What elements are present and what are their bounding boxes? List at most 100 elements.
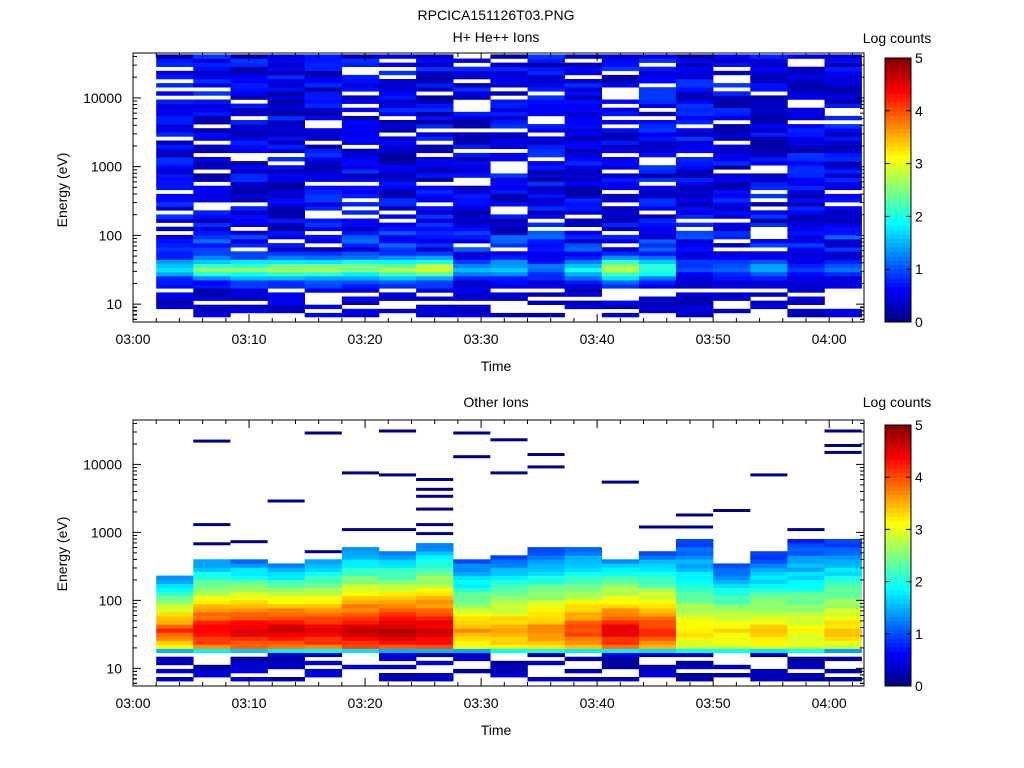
heatmap-cell: [713, 280, 751, 285]
heatmap-cell: [379, 616, 417, 621]
heatmap-cell: [787, 157, 825, 162]
heatmap-cell: [824, 103, 862, 108]
heatmap-cell: [156, 120, 194, 125]
heatmap-cell: [750, 95, 788, 100]
heatmap-cell: [267, 144, 305, 149]
heatmap-cell: [416, 107, 454, 113]
heatmap-cell: [638, 608, 677, 613]
heatmap-cell: [824, 575, 862, 580]
heatmap-cell: [676, 62, 714, 67]
heatmap-cell: [230, 79, 268, 84]
heatmap-cell: [341, 177, 380, 182]
heatmap-cell: [750, 157, 788, 162]
heatmap-cell: [490, 79, 528, 84]
heatmap-cell: [379, 120, 417, 125]
heatmap-cell: [193, 263, 231, 269]
heatmap-cell: [601, 181, 640, 186]
heatmap-cell: [638, 74, 677, 80]
colorbar-segment: [885, 269, 911, 275]
heatmap-cell: [787, 591, 825, 597]
heatmap-cell: [379, 214, 417, 219]
heatmap-cell: [453, 656, 491, 662]
heatmap-cell: [676, 292, 714, 297]
heatmap-cell: [379, 624, 417, 629]
heatmap-cell: [564, 132, 602, 137]
heatmap-cell: [341, 99, 380, 104]
heatmap-cell: [490, 83, 528, 88]
heatmap-cell: [601, 214, 640, 219]
heatmap-cell: [416, 234, 454, 240]
heatmap-cell: [230, 288, 268, 293]
heatmap-cell: [638, 54, 677, 59]
heatmap-cell: [713, 226, 751, 232]
heatmap-cell: [601, 140, 640, 145]
heatmap-cell: [379, 567, 417, 572]
heatmap-cell: [416, 591, 454, 597]
heatmap-line: [416, 523, 454, 527]
heatmap-cell: [638, 124, 677, 129]
heatmap-cell: [601, 62, 640, 67]
heatmap-cell: [824, 214, 862, 219]
heatmap-cell: [713, 128, 751, 133]
heatmap-cell: [341, 276, 380, 281]
heatmap-cell: [527, 567, 565, 572]
heatmap-cell: [416, 644, 454, 649]
heatmap-cell: [341, 234, 380, 240]
heatmap-cell: [638, 165, 677, 170]
heatmap-cell: [787, 115, 825, 121]
heatmap-cell: [676, 308, 714, 314]
heatmap-cell: [713, 271, 751, 277]
colorbar-segment: [885, 612, 911, 617]
heatmap-cell: [638, 247, 677, 252]
heatmap-cell: [267, 83, 305, 88]
heatmap-cell: [341, 95, 380, 100]
heatmap-cell: [267, 656, 305, 662]
heatmap-cell: [564, 636, 602, 641]
heatmap-cell: [787, 644, 825, 649]
heatmap-cell: [416, 111, 454, 117]
heatmap-cell: [490, 267, 528, 273]
heatmap-cell: [676, 58, 714, 63]
heatmap-cell: [304, 632, 343, 637]
heatmap-cell: [676, 54, 714, 59]
heatmap-cell: [341, 644, 380, 649]
heatmap-cell: [750, 599, 788, 605]
heatmap-cell: [379, 124, 417, 129]
heatmap-cell: [750, 239, 788, 244]
heatmap-cell: [379, 292, 417, 297]
heatmap-cell: [341, 591, 380, 597]
heatmap-cell: [379, 284, 417, 289]
heatmap-cell: [156, 271, 194, 277]
heatmap-cell: [416, 276, 454, 281]
heatmap-cell: [490, 222, 528, 227]
heatmap-cell: [416, 263, 454, 269]
heatmap-cell: [601, 656, 640, 662]
heatmap-cell: [750, 152, 788, 158]
heatmap-cell: [676, 579, 714, 584]
heatmap-cell: [267, 103, 305, 108]
heatmap-cell: [601, 132, 640, 137]
colorbar-segment: [885, 141, 911, 147]
heatmap-cell: [453, 579, 491, 584]
heatmap-cell: [193, 636, 231, 641]
heatmap-cell: [453, 169, 491, 174]
heatmap-cell: [304, 263, 343, 269]
heatmap-cell: [379, 296, 417, 301]
heatmap-cell: [490, 583, 528, 589]
heatmap-cell: [193, 648, 231, 653]
heatmap-cell: [267, 124, 305, 129]
colorbar-segment: [885, 533, 911, 539]
heatmap-cell: [267, 620, 305, 625]
heatmap-cell: [527, 632, 565, 637]
heatmap-cell: [676, 107, 714, 113]
heatmap-cell: [787, 226, 825, 232]
heatmap-cell: [787, 218, 825, 223]
heatmap-cell: [601, 157, 640, 162]
heatmap-line: [416, 487, 454, 491]
colorbar-segment: [885, 304, 911, 310]
heatmap-cell: [230, 234, 268, 240]
heatmap-cell: [564, 292, 602, 297]
heatmap-cell: [676, 181, 714, 186]
heatmap-cell: [787, 296, 825, 301]
heatmap-cell: [267, 234, 305, 240]
